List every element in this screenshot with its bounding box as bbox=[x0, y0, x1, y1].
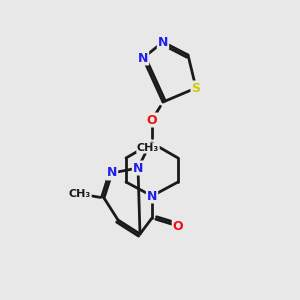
Text: S: S bbox=[191, 82, 200, 94]
Text: N: N bbox=[158, 35, 168, 49]
Text: N: N bbox=[107, 167, 117, 179]
Text: CH₃: CH₃ bbox=[137, 143, 159, 153]
Text: O: O bbox=[147, 113, 157, 127]
Text: N: N bbox=[147, 190, 157, 202]
Text: O: O bbox=[173, 220, 183, 232]
Text: N: N bbox=[133, 161, 143, 175]
Text: CH₃: CH₃ bbox=[69, 189, 91, 199]
Text: N: N bbox=[138, 52, 148, 64]
